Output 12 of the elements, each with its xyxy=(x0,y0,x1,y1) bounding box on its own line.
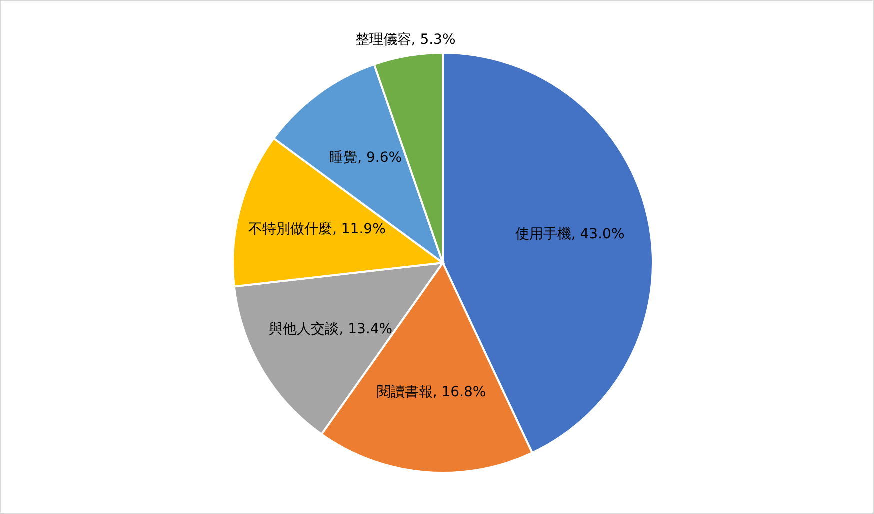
data-label: , 16.8% xyxy=(432,384,486,401)
slice-label: 閱讀書報 xyxy=(376,384,433,401)
slice-label: 使用手機 xyxy=(515,226,572,243)
data-label: , 5.3% xyxy=(411,32,456,48)
data-label: , 9.6% xyxy=(358,150,402,166)
slice-label: 與他人交談 xyxy=(269,321,340,338)
slice-label: 不特別做什麼 xyxy=(248,221,333,238)
data-label: , 43.0% xyxy=(571,226,625,243)
slice-label: 睡覺 xyxy=(330,150,358,166)
slice-label: 整理儀容 xyxy=(355,32,412,48)
data-label: , 11.9% xyxy=(332,221,386,238)
data-label: , 13.4% xyxy=(339,321,393,338)
